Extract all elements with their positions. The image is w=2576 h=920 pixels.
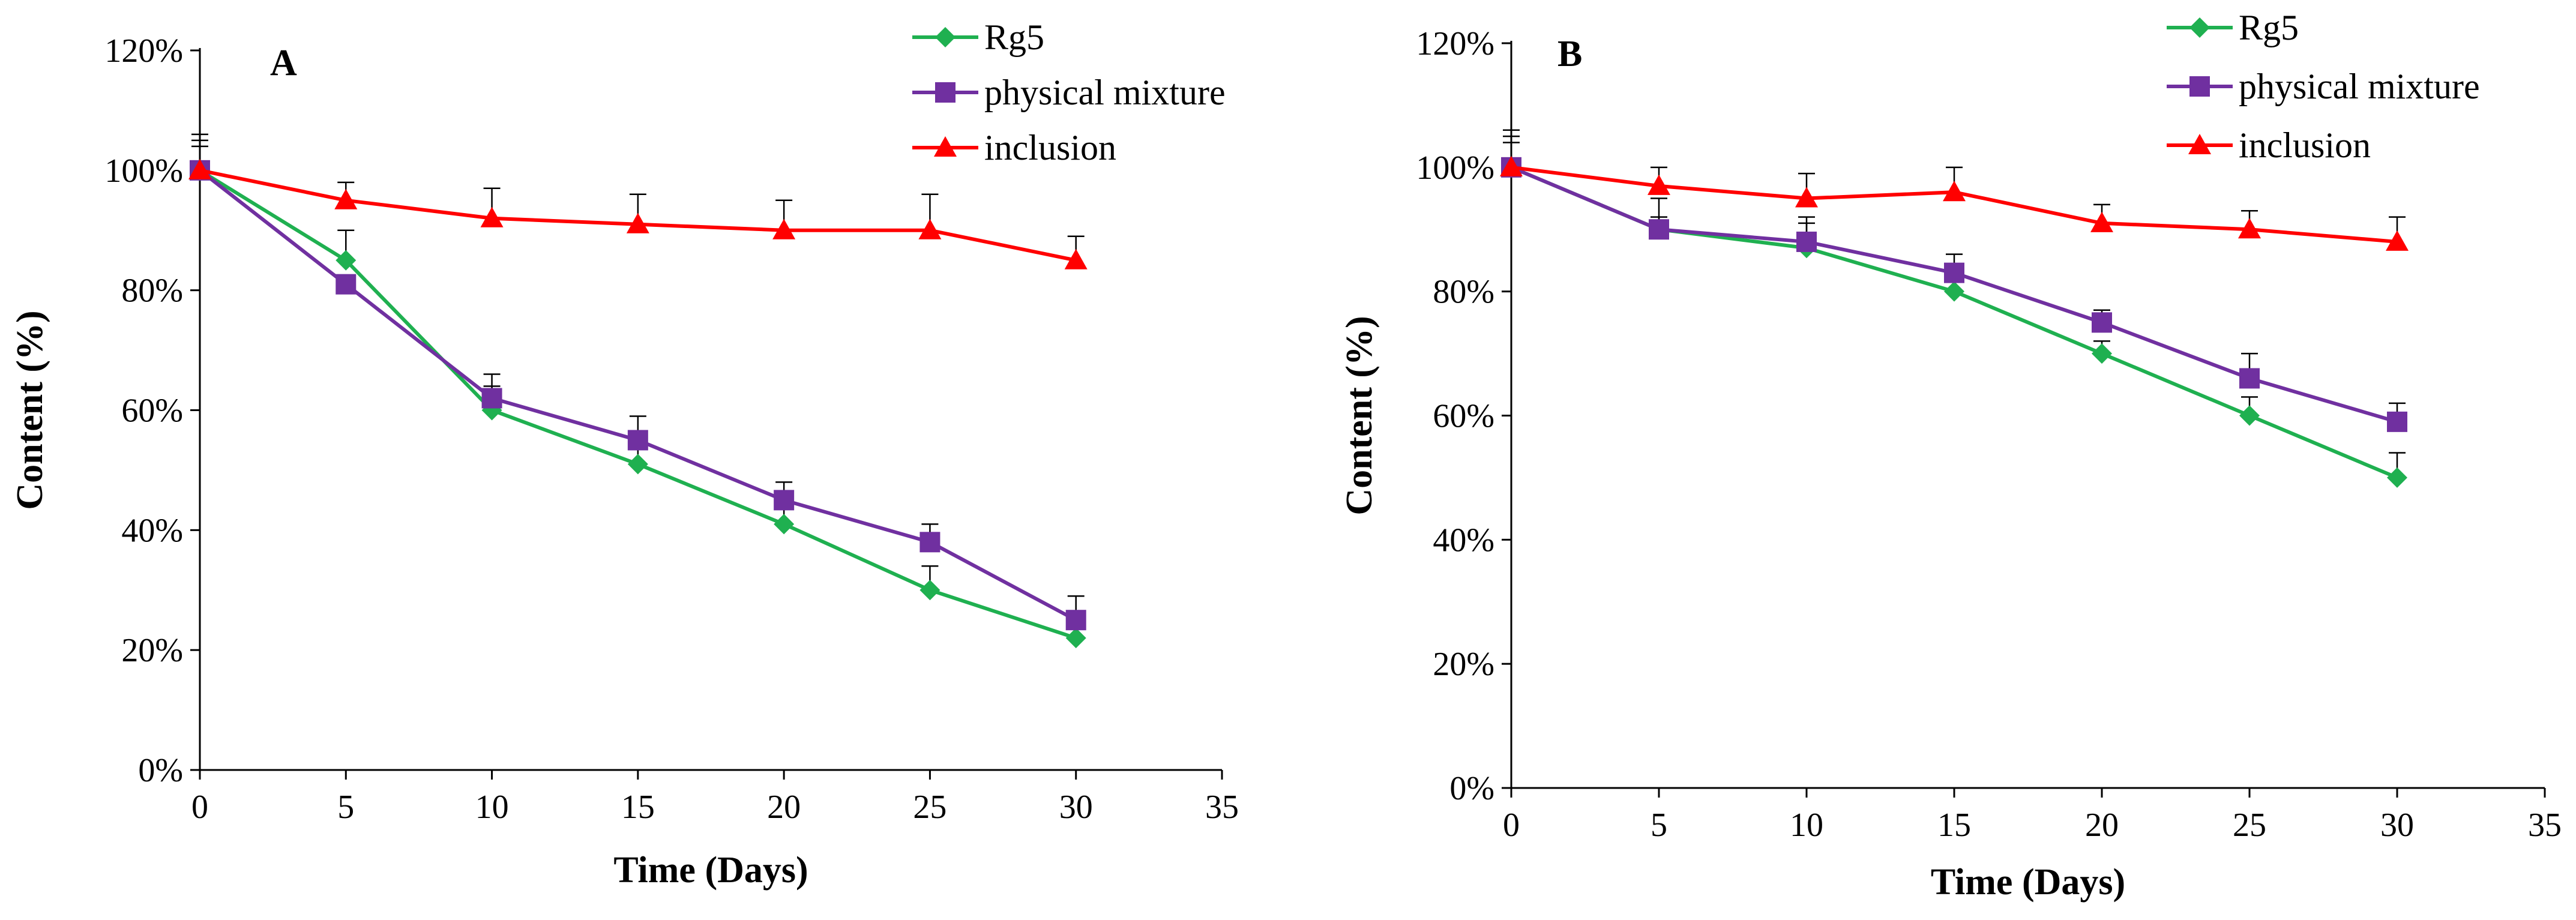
legend-label: Rg5 bbox=[2239, 8, 2299, 47]
y-tick-label: 100% bbox=[1416, 149, 1494, 187]
legend-marker bbox=[935, 82, 955, 103]
data-point bbox=[2090, 211, 2113, 232]
data-point bbox=[481, 388, 502, 409]
legend-marker bbox=[2189, 76, 2210, 97]
panel-label: A bbox=[270, 43, 297, 83]
data-point bbox=[772, 218, 796, 239]
data-point bbox=[627, 454, 648, 475]
x-tick-label: 30 bbox=[1059, 789, 1093, 826]
data-point bbox=[336, 274, 357, 295]
x-tick-label: 20 bbox=[2085, 807, 2119, 844]
data-point bbox=[2238, 218, 2261, 239]
legend-label: inclusion bbox=[2239, 125, 2371, 165]
x-tick-label: 0 bbox=[1503, 807, 1520, 844]
x-tick-label: 20 bbox=[767, 789, 801, 826]
y-tick-label: 60% bbox=[121, 392, 183, 430]
data-point bbox=[1649, 219, 1669, 240]
data-point bbox=[774, 490, 795, 511]
data-point bbox=[188, 158, 211, 179]
y-tick-label: 20% bbox=[1433, 646, 1494, 683]
data-point bbox=[2239, 405, 2260, 426]
data-point bbox=[2387, 467, 2407, 488]
x-axis-title: Time (Days) bbox=[1931, 862, 2125, 903]
legend-label: inclusion bbox=[984, 128, 1116, 167]
y-tick-label: 80% bbox=[1433, 274, 1494, 311]
data-point bbox=[1943, 181, 1966, 202]
data-point bbox=[2239, 368, 2260, 389]
data-point bbox=[1944, 262, 1964, 283]
data-point bbox=[626, 212, 649, 233]
y-tick-label: 0% bbox=[138, 752, 183, 789]
x-tick-label: 35 bbox=[1205, 789, 1239, 826]
legend-label: physical mixture bbox=[984, 73, 1226, 112]
y-tick-label: 80% bbox=[121, 272, 183, 310]
y-tick-label: 120% bbox=[1416, 25, 1494, 62]
x-tick-label: 5 bbox=[1651, 807, 1667, 844]
data-point bbox=[1065, 610, 1086, 631]
legend-item: Rg5 bbox=[912, 17, 1044, 57]
data-point bbox=[2387, 411, 2407, 432]
data-point bbox=[1500, 155, 1523, 176]
y-tick-label: 120% bbox=[104, 32, 183, 70]
y-axis-title: Content (%) bbox=[1339, 316, 1380, 515]
data-point bbox=[627, 430, 648, 451]
y-tick-label: 100% bbox=[104, 152, 183, 190]
chart-panel-a: 0% 20% 40% 60% 80% 100% 120% 0 5 10 15 20 25 30 35 Time… bbox=[10, 17, 1239, 891]
data-point bbox=[1064, 248, 1088, 269]
y-tick-label: 0% bbox=[1449, 770, 1494, 807]
data-point bbox=[336, 250, 357, 271]
data-point bbox=[918, 218, 942, 239]
x-tick-label: 15 bbox=[1937, 807, 1971, 844]
y-tick-label: 60% bbox=[1433, 398, 1494, 435]
x-tick-label: 0 bbox=[191, 789, 208, 826]
data-point bbox=[919, 532, 940, 553]
series-inclusion bbox=[1500, 142, 2409, 251]
data-point bbox=[919, 580, 940, 601]
legend-item: Rg5 bbox=[2167, 8, 2299, 47]
legend-item: inclusion bbox=[912, 128, 1116, 167]
y-tick-label: 40% bbox=[1433, 522, 1494, 559]
y-axis-title: Content (%) bbox=[10, 310, 50, 510]
legend-item: physical mixture bbox=[2167, 67, 2480, 106]
legend-marker bbox=[2189, 17, 2210, 38]
x-axis-title: Time (Days) bbox=[613, 850, 808, 891]
y-tick-label: 20% bbox=[121, 632, 183, 669]
data-point bbox=[1944, 281, 1964, 302]
data-point bbox=[2092, 312, 2112, 333]
x-tick-label: 25 bbox=[2233, 807, 2266, 844]
chart-panel-b: 0% 20% 40% 60% 80% 100% 120% 0 5 10 15 20 25 30 35 Time… bbox=[1339, 8, 2562, 903]
x-tick-label: 25 bbox=[913, 789, 946, 826]
legend-marker bbox=[2188, 134, 2211, 154]
series-physical-mixture bbox=[1501, 129, 2407, 432]
x-tick-label: 5 bbox=[337, 789, 354, 826]
x-tick-label: 10 bbox=[475, 789, 509, 826]
data-point bbox=[1648, 174, 1670, 195]
x-tick-label: 10 bbox=[1790, 807, 1823, 844]
panel-label: B bbox=[1557, 34, 1582, 74]
y-tick-label: 40% bbox=[121, 512, 183, 549]
data-point bbox=[480, 206, 504, 227]
data-point bbox=[334, 188, 358, 209]
legend-marker bbox=[935, 27, 955, 47]
legend-label: physical mixture bbox=[2239, 67, 2480, 106]
data-point bbox=[2386, 230, 2409, 251]
legend-marker bbox=[934, 136, 957, 157]
data-point bbox=[774, 514, 795, 535]
legend-item: inclusion bbox=[2167, 125, 2371, 165]
legend-label: Rg5 bbox=[984, 17, 1044, 57]
data-point bbox=[1065, 628, 1086, 649]
x-tick-label: 35 bbox=[2528, 807, 2562, 844]
legend-item: physical mixture bbox=[912, 73, 1226, 112]
data-point bbox=[2092, 343, 2112, 364]
data-point bbox=[1795, 187, 1818, 208]
data-point bbox=[1796, 231, 1817, 252]
x-tick-label: 15 bbox=[621, 789, 655, 826]
x-tick-label: 30 bbox=[2380, 807, 2414, 844]
series-inclusion bbox=[188, 145, 1088, 269]
